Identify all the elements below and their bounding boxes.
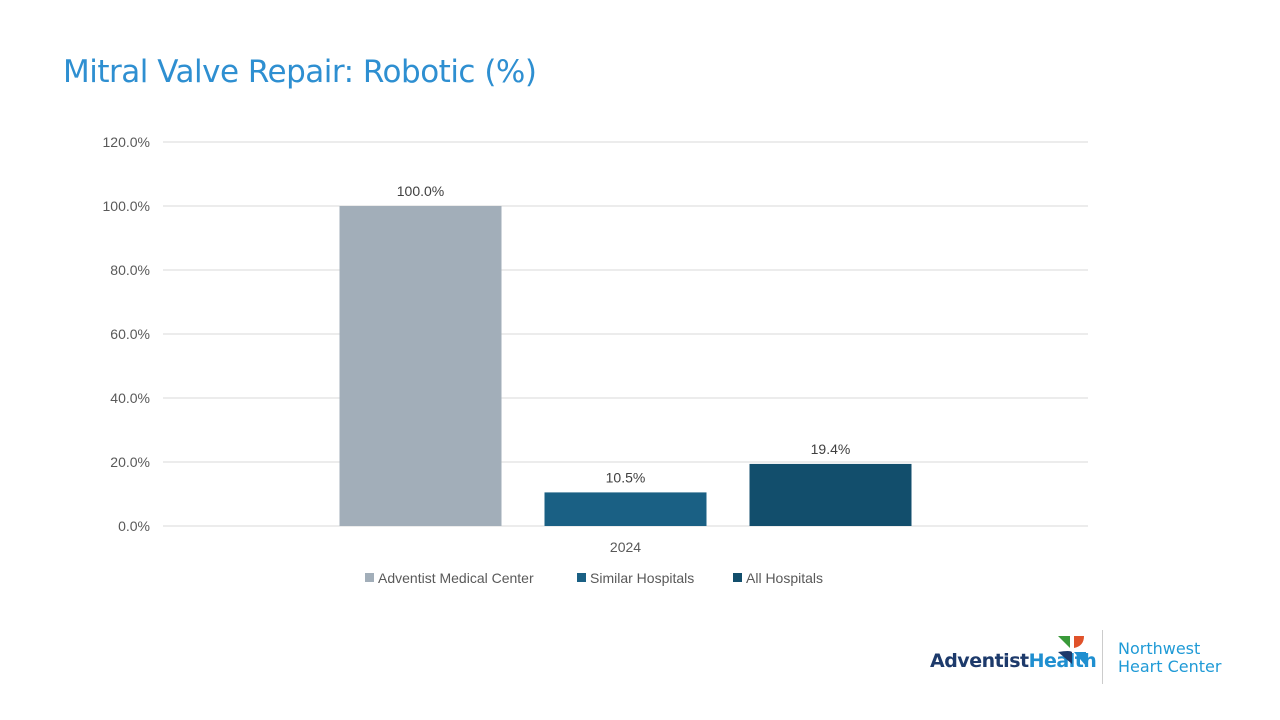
legend-swatch	[733, 573, 742, 582]
brand-part1: Adventist	[930, 650, 1029, 672]
y-tick-label: 0.0%	[118, 518, 150, 534]
bar	[749, 463, 912, 526]
heart-center-name: Northwest Heart Center	[1118, 640, 1221, 676]
data-label: 19.4%	[811, 441, 851, 457]
bar	[544, 492, 707, 526]
heart-center-line1: Northwest	[1118, 639, 1201, 658]
chart-title: Mitral Valve Repair: Robotic (%)	[63, 54, 537, 90]
legend-label: All Hospitals	[746, 570, 823, 586]
legend-swatch	[577, 573, 586, 582]
bar	[339, 206, 502, 526]
heart-center-line2: Heart Center	[1118, 657, 1222, 676]
y-tick-label: 80.0%	[110, 262, 150, 278]
logo-divider	[1102, 630, 1103, 684]
bar-chart: 0.0% 20.0% 40.0% 60.0% 80.0% 100.0% 120.0% 100.…	[103, 134, 1088, 586]
y-tick-label: 20.0%	[110, 454, 150, 470]
y-tick-label: 100.0%	[103, 198, 150, 214]
legend-swatch	[365, 573, 374, 582]
y-tick-label: 120.0%	[103, 134, 150, 150]
adventist-health-logo: AdventistHealth Northwest Heart Center	[928, 628, 1228, 688]
legend-label: Similar Hospitals	[590, 570, 694, 586]
x-tick-label: 2024	[610, 539, 641, 555]
leaf-icon	[1058, 636, 1086, 666]
data-label: 10.5%	[606, 469, 646, 485]
data-label: 100.0%	[397, 183, 444, 199]
y-tick-label: 60.0%	[110, 326, 150, 342]
y-tick-label: 40.0%	[110, 390, 150, 406]
legend-label: Adventist Medical Center	[378, 570, 534, 586]
